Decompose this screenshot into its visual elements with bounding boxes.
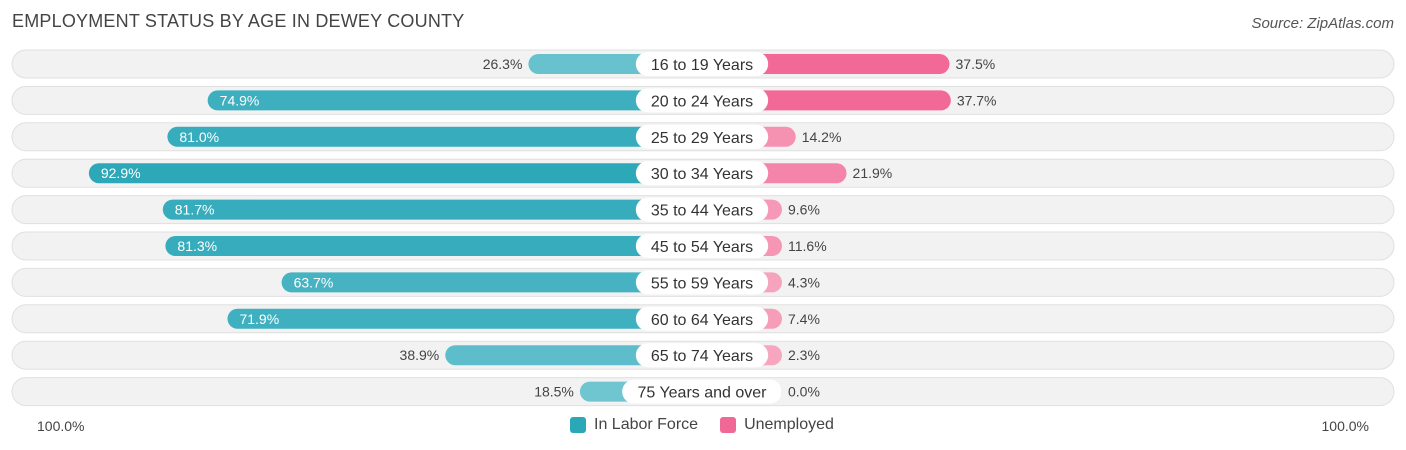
category-pill bbox=[635, 161, 769, 186]
legend-swatch-unemployed bbox=[720, 417, 737, 433]
category-label: 25 to 29 Years bbox=[651, 130, 753, 147]
bar-labor-force bbox=[227, 308, 702, 329]
category-pill bbox=[635, 124, 769, 149]
value-label-unemployed: 7.4% bbox=[788, 311, 820, 327]
category-label: 65 to 74 Years bbox=[651, 348, 753, 365]
value-label-labor-force: 18.5% bbox=[534, 384, 574, 400]
value-label-labor-force: 38.9% bbox=[400, 347, 440, 363]
axis-right-label: 100.0% bbox=[1321, 418, 1369, 434]
value-label-unemployed: 14.2% bbox=[802, 129, 842, 145]
axis-left-label: 100.0% bbox=[37, 418, 85, 434]
bar-labor-force bbox=[165, 236, 703, 256]
legend-label-labor-force: In Labor Force bbox=[594, 416, 699, 433]
category-pill bbox=[635, 343, 769, 368]
value-label-labor-force: 81.3% bbox=[177, 238, 217, 254]
value-label-unemployed: 0.0% bbox=[788, 384, 820, 400]
value-label-unemployed: 11.6% bbox=[788, 238, 827, 254]
legend: In Labor Force Unemployed bbox=[570, 416, 856, 434]
value-label-labor-force: 74.9% bbox=[220, 92, 260, 108]
category-label: 30 to 34 Years bbox=[651, 166, 753, 183]
value-label-labor-force: 92.9% bbox=[101, 165, 141, 181]
bar-labor-force bbox=[207, 90, 702, 111]
category-label: 20 to 24 Years bbox=[651, 93, 753, 110]
category-label: 55 to 59 Years bbox=[651, 275, 753, 292]
bar-labor-force bbox=[281, 272, 702, 293]
category-pill bbox=[635, 306, 769, 331]
bar-labor-force bbox=[167, 126, 702, 147]
legend-label-unemployed: Unemployed bbox=[744, 416, 834, 433]
legend-item-labor-force: In Labor Force bbox=[570, 416, 698, 434]
value-label-labor-force: 81.7% bbox=[175, 202, 215, 218]
legend-swatch-labor-force bbox=[570, 417, 586, 433]
category-label: 16 to 19 Years bbox=[651, 57, 753, 74]
category-pill bbox=[635, 88, 769, 113]
category-label: 35 to 44 Years bbox=[651, 203, 753, 220]
value-label-labor-force: 71.9% bbox=[239, 311, 279, 327]
category-label: 60 to 64 Years bbox=[651, 312, 753, 329]
chart-title: EMPLOYMENT STATUS BY AGE IN DEWEY COUNTY bbox=[12, 11, 465, 31]
value-label-unemployed: 4.3% bbox=[788, 274, 820, 290]
bar-labor-force bbox=[162, 199, 702, 220]
legend-item-unemployed: Unemployed bbox=[720, 416, 834, 434]
value-label-labor-force: 63.7% bbox=[294, 274, 334, 290]
value-label-unemployed: 37.5% bbox=[956, 56, 996, 72]
category-label: 75 Years and over bbox=[638, 385, 768, 402]
category-pill bbox=[635, 197, 769, 222]
value-label-unemployed: 21.9% bbox=[853, 165, 893, 181]
category-label: 45 to 54 Years bbox=[651, 239, 753, 256]
value-label-labor-force: 81.0% bbox=[179, 129, 219, 145]
category-pill bbox=[622, 379, 782, 404]
value-label-unemployed: 37.7% bbox=[957, 92, 997, 108]
value-label-unemployed: 9.6% bbox=[788, 202, 820, 218]
chart-area: 26.3% 37.5% 16 to 19 Years 74.9% 37.7% 20 to … bbox=[11, 49, 1395, 407]
category-pill bbox=[635, 270, 769, 295]
category-pill bbox=[635, 52, 769, 76]
value-label-unemployed: 2.3% bbox=[788, 347, 820, 363]
source-credit: Source: ZipAtlas.com bbox=[1251, 15, 1394, 32]
bar-labor-force bbox=[88, 163, 703, 184]
category-pill bbox=[635, 234, 769, 258]
value-label-labor-force: 26.3% bbox=[483, 56, 523, 72]
